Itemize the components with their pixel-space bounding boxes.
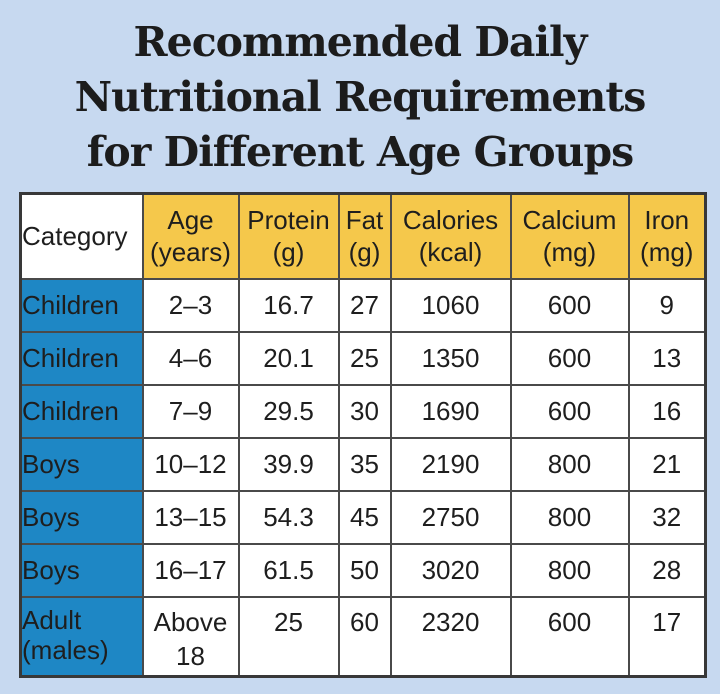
iron-cell: 32 [627,489,707,545]
nutrition-table: Category Age (years) Protein (g) Fat (g)… [19,192,707,678]
header-age-label: Age [167,205,214,236]
category-cell: Children [19,383,144,439]
table-row: Children 2–3 16.7 27 1060 600 9 [19,277,707,333]
fat-cell: 45 [337,489,392,545]
header-calories: Calories (kcal) [389,192,512,280]
header-iron-unit: (mg) [640,237,694,268]
category-cell: Boys [19,489,144,545]
iron-cell: 17 [627,595,707,678]
calcium-cell: 600 [509,330,630,386]
fat-cell: 27 [337,277,392,333]
fat-cell: 30 [337,383,392,439]
iron-cell: 13 [627,330,707,386]
calories-cell: 2320 [389,595,512,678]
header-calcium-label: Calcium [522,205,617,236]
header-category: Category [19,192,144,280]
age-cell: Above 18 [141,595,240,678]
table-row: Children 4–6 20.1 25 1350 600 13 [19,330,707,386]
category-cell: Children [19,330,144,386]
calories-cell: 1060 [389,277,512,333]
age-cell: 16–17 [141,542,240,598]
page-title: Recommended Daily Nutritional Requiremen… [0,0,720,180]
fat-cell: 50 [337,542,392,598]
calories-cell: 1350 [389,330,512,386]
table-row: Boys 10–12 39.9 35 2190 800 21 [19,436,707,492]
header-protein-unit: (g) [272,237,305,268]
header-calcium: Calcium (mg) [509,192,630,280]
calcium-cell: 800 [509,489,630,545]
header-iron: Iron (mg) [627,192,707,280]
calcium-cell: 800 [509,542,630,598]
header-protein-label: Protein [247,205,330,236]
protein-cell: 61.5 [237,542,340,598]
protein-cell: 20.1 [237,330,340,386]
protein-cell: 25 [237,595,340,678]
calories-cell: 3020 [389,542,512,598]
table-row: Boys 16–17 61.5 50 3020 800 28 [19,542,707,598]
age-cell: 13–15 [141,489,240,545]
calories-cell: 1690 [389,383,512,439]
header-calcium-unit: (mg) [542,237,597,268]
header-age: Age (years) [141,192,240,280]
header-row: Category Age (years) Protein (g) Fat (g)… [19,192,707,280]
category-cell: Boys [19,436,144,492]
title-line-3: for Different Age Groups [86,128,634,176]
title-line-2: Nutritional Requirements [74,73,647,121]
iron-cell: 16 [627,383,707,439]
calcium-cell: 600 [509,383,630,439]
age-cell: 2–3 [141,277,240,333]
table-row: Boys 13–15 54.3 45 2750 800 32 [19,489,707,545]
age-cell: 10–12 [141,436,240,492]
calcium-cell: 800 [509,436,630,492]
header-fat-label: Fat [345,205,384,236]
header-calories-unit: (kcal) [418,237,483,268]
fat-cell: 35 [337,436,392,492]
iron-cell: 28 [627,542,707,598]
protein-cell: 39.9 [237,436,340,492]
header-iron-label: Iron [644,205,690,236]
calcium-cell: 600 [509,277,630,333]
age-cell: 7–9 [141,383,240,439]
age-cell: 4–6 [141,330,240,386]
table-row: Adult (males) Above 18 25 60 2320 600 17 [19,595,707,678]
title-line-1: Recommended Daily [133,18,588,66]
calories-cell: 2190 [389,436,512,492]
calories-cell: 2750 [389,489,512,545]
category-cell: Boys [19,542,144,598]
header-fat-unit: (g) [348,237,381,268]
header-age-unit: (years) [150,237,231,268]
category-cell: Children [19,277,144,333]
iron-cell: 21 [627,436,707,492]
protein-cell: 54.3 [237,489,340,545]
protein-cell: 29.5 [237,383,340,439]
calcium-cell: 600 [509,595,630,678]
fat-cell: 60 [337,595,392,678]
fat-cell: 25 [337,330,392,386]
iron-cell: 9 [627,277,707,333]
category-cell: Adult (males) [19,595,144,678]
table-row: Children 7–9 29.5 30 1690 600 16 [19,383,707,439]
header-protein: Protein (g) [237,192,340,280]
header-calories-label: Calories [402,205,499,236]
header-fat: Fat (g) [337,192,392,280]
protein-cell: 16.7 [237,277,340,333]
